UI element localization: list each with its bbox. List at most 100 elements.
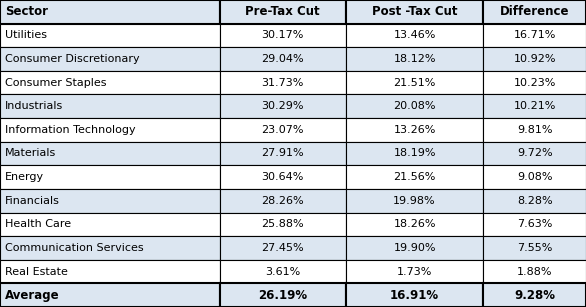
Text: 30.17%: 30.17% <box>261 30 304 41</box>
Bar <box>0 95 220 118</box>
Bar <box>0 189 220 212</box>
Bar <box>346 165 483 189</box>
Text: 29.04%: 29.04% <box>261 54 304 64</box>
Bar <box>346 0 483 24</box>
Bar <box>0 283 220 307</box>
Text: 23.07%: 23.07% <box>261 125 304 135</box>
Bar <box>0 0 220 24</box>
Bar <box>483 71 586 95</box>
Bar <box>346 118 483 142</box>
Bar <box>0 236 220 260</box>
Bar <box>220 0 346 24</box>
Bar <box>483 24 586 47</box>
Text: 9.28%: 9.28% <box>515 289 555 302</box>
Text: 21.51%: 21.51% <box>393 78 436 88</box>
Text: 28.26%: 28.26% <box>261 196 304 206</box>
Text: 7.63%: 7.63% <box>517 219 553 229</box>
Bar <box>483 283 586 307</box>
Text: Pre-Tax Cut: Pre-Tax Cut <box>246 5 320 18</box>
Text: Average: Average <box>5 289 59 302</box>
Text: 20.08%: 20.08% <box>393 101 436 111</box>
Bar <box>346 24 483 47</box>
Text: 13.26%: 13.26% <box>393 125 436 135</box>
Bar <box>483 118 586 142</box>
Text: 31.73%: 31.73% <box>261 78 304 88</box>
Text: Real Estate: Real Estate <box>5 266 67 277</box>
Bar <box>0 71 220 95</box>
Bar <box>483 47 586 71</box>
Bar <box>346 95 483 118</box>
Bar <box>220 142 346 165</box>
Bar <box>220 118 346 142</box>
Text: Difference: Difference <box>500 5 570 18</box>
Text: Consumer Discretionary: Consumer Discretionary <box>5 54 139 64</box>
Bar <box>346 47 483 71</box>
Bar <box>346 142 483 165</box>
Bar <box>0 47 220 71</box>
Text: 21.56%: 21.56% <box>393 172 436 182</box>
Bar <box>220 236 346 260</box>
Text: Utilities: Utilities <box>5 30 47 41</box>
Text: 18.26%: 18.26% <box>393 219 436 229</box>
Text: 1.88%: 1.88% <box>517 266 553 277</box>
Bar <box>220 71 346 95</box>
Bar <box>0 118 220 142</box>
Text: 3.61%: 3.61% <box>265 266 301 277</box>
Text: 9.08%: 9.08% <box>517 172 553 182</box>
Text: 8.28%: 8.28% <box>517 196 553 206</box>
Bar <box>346 212 483 236</box>
Bar <box>0 24 220 47</box>
Bar <box>346 283 483 307</box>
Bar <box>483 260 586 283</box>
Text: 19.90%: 19.90% <box>393 243 436 253</box>
Text: 27.91%: 27.91% <box>261 149 304 158</box>
Bar <box>346 236 483 260</box>
Bar <box>0 212 220 236</box>
Bar <box>483 0 586 24</box>
Text: Sector: Sector <box>5 5 47 18</box>
Text: Energy: Energy <box>5 172 44 182</box>
Text: 30.29%: 30.29% <box>261 101 304 111</box>
Text: 10.92%: 10.92% <box>513 54 556 64</box>
Text: Financials: Financials <box>5 196 60 206</box>
Text: 13.46%: 13.46% <box>393 30 436 41</box>
Bar <box>483 212 586 236</box>
Bar <box>0 142 220 165</box>
Text: 10.23%: 10.23% <box>513 78 556 88</box>
Text: Information Technology: Information Technology <box>5 125 135 135</box>
Text: Industrials: Industrials <box>5 101 63 111</box>
Bar <box>0 165 220 189</box>
Bar <box>220 95 346 118</box>
Text: 30.64%: 30.64% <box>261 172 304 182</box>
Text: 25.88%: 25.88% <box>261 219 304 229</box>
Text: 1.73%: 1.73% <box>397 266 432 277</box>
Bar <box>220 47 346 71</box>
Bar <box>220 212 346 236</box>
Text: 26.19%: 26.19% <box>258 289 307 302</box>
Bar <box>483 189 586 212</box>
Text: Materials: Materials <box>5 149 56 158</box>
Bar <box>346 260 483 283</box>
Text: 19.98%: 19.98% <box>393 196 436 206</box>
Bar <box>220 283 346 307</box>
Text: 7.55%: 7.55% <box>517 243 553 253</box>
Text: 16.91%: 16.91% <box>390 289 439 302</box>
Bar <box>483 236 586 260</box>
Text: Health Care: Health Care <box>5 219 71 229</box>
Bar <box>483 142 586 165</box>
Text: Communication Services: Communication Services <box>5 243 144 253</box>
Text: 10.21%: 10.21% <box>513 101 556 111</box>
Text: 9.72%: 9.72% <box>517 149 553 158</box>
Bar <box>483 95 586 118</box>
Text: 27.45%: 27.45% <box>261 243 304 253</box>
Bar <box>220 260 346 283</box>
Text: 18.19%: 18.19% <box>393 149 436 158</box>
Text: 9.81%: 9.81% <box>517 125 553 135</box>
Text: 18.12%: 18.12% <box>393 54 436 64</box>
Bar <box>220 189 346 212</box>
Text: Post -Tax Cut: Post -Tax Cut <box>372 5 457 18</box>
Text: Consumer Staples: Consumer Staples <box>5 78 106 88</box>
Bar <box>220 165 346 189</box>
Text: 16.71%: 16.71% <box>513 30 556 41</box>
Bar <box>220 24 346 47</box>
